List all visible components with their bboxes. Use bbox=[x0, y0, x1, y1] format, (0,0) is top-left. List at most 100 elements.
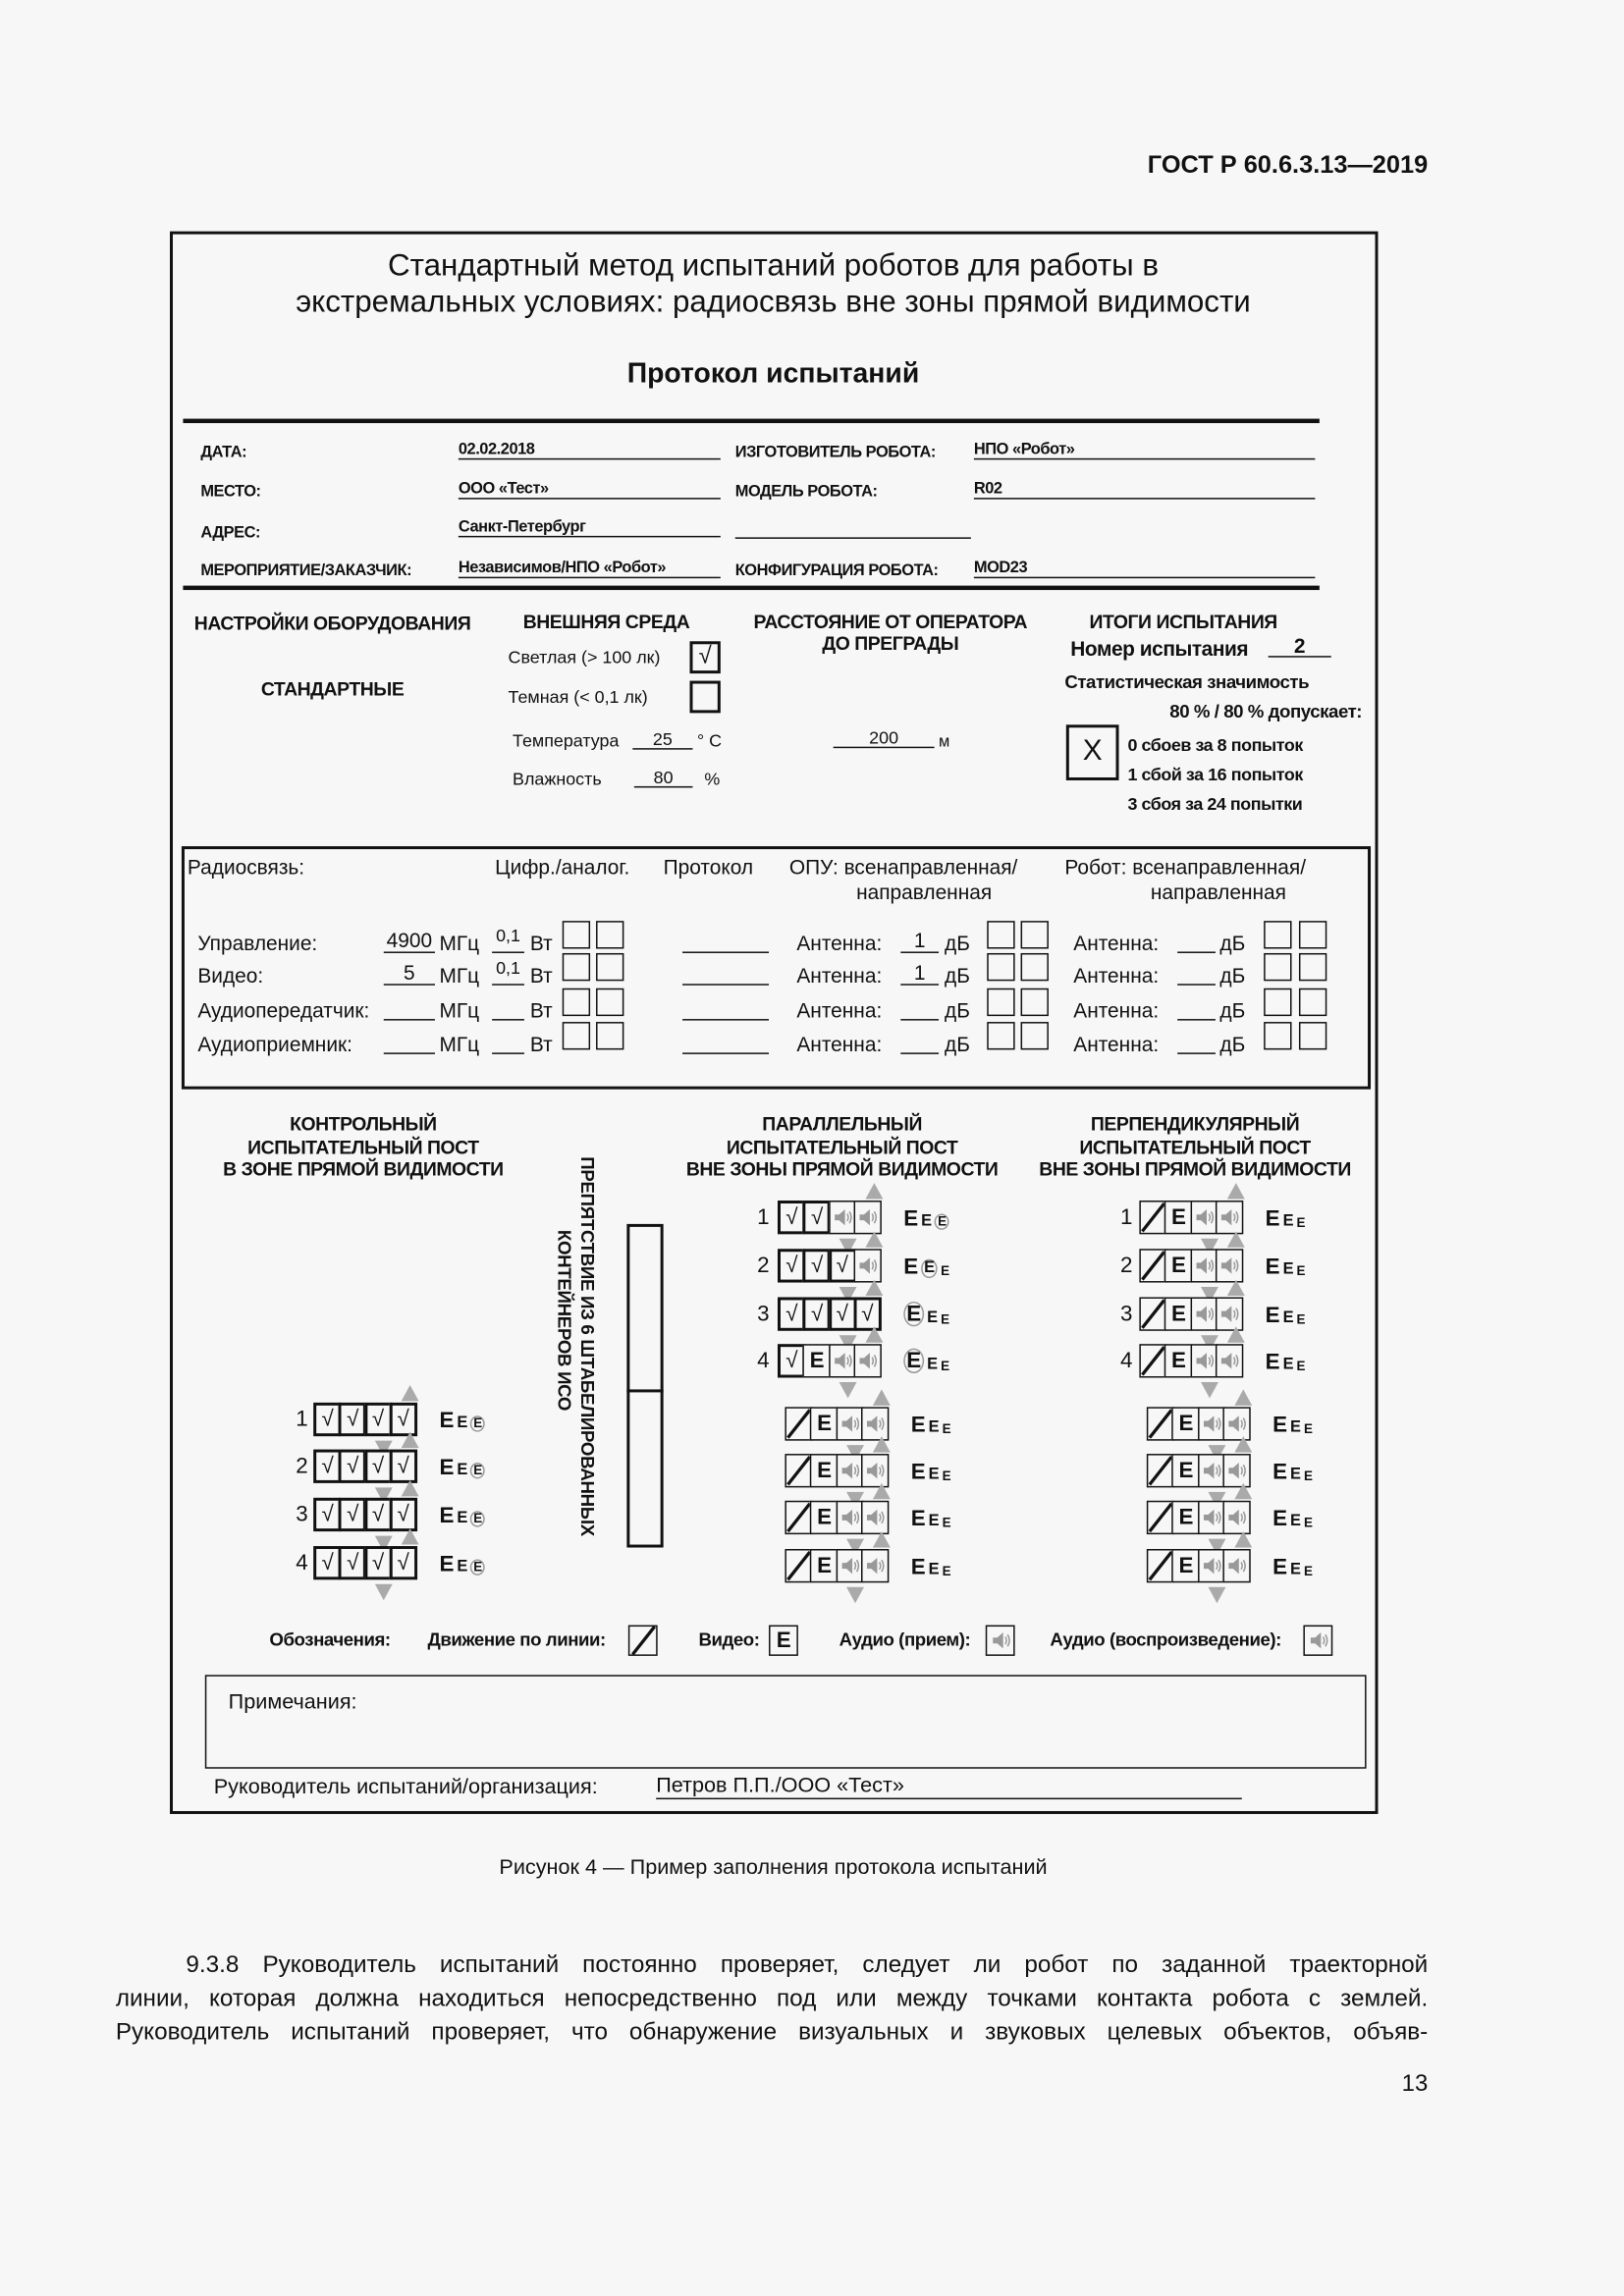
robot-directional-checkbox[interactable] bbox=[1298, 921, 1327, 949]
mark[interactable]: E bbox=[1303, 1563, 1313, 1578]
mark[interactable]: E bbox=[1303, 1421, 1313, 1437]
mark[interactable]: E bbox=[941, 1263, 950, 1279]
line-follow-cell[interactable] bbox=[1147, 1454, 1175, 1488]
opu-directional-checkbox[interactable] bbox=[1020, 988, 1049, 1017]
mark[interactable]: E bbox=[921, 1211, 933, 1230]
event-field[interactable]: Независимов/НПО «Робот» bbox=[458, 560, 721, 579]
check-mark-cell[interactable]: √ bbox=[802, 1249, 832, 1283]
notes-box[interactable] bbox=[204, 1675, 1367, 1769]
audio-play-cell[interactable] bbox=[860, 1454, 890, 1488]
mark[interactable]: E bbox=[1282, 1308, 1294, 1327]
audio-play-cell[interactable] bbox=[860, 1407, 890, 1441]
mark[interactable]: E bbox=[942, 1563, 951, 1578]
distance-field[interactable]: 200 bbox=[833, 729, 935, 749]
mark[interactable]: E bbox=[1303, 1468, 1313, 1483]
mark[interactable]: E bbox=[1272, 1554, 1288, 1580]
mark[interactable]: E bbox=[1296, 1214, 1306, 1230]
video-cell[interactable]: E bbox=[1164, 1249, 1193, 1283]
opu-omni-checkbox[interactable] bbox=[987, 1022, 1015, 1050]
audio-play-cell[interactable] bbox=[1215, 1297, 1244, 1331]
audio-receive-cell[interactable] bbox=[836, 1454, 864, 1488]
mark[interactable]: E bbox=[1282, 1211, 1294, 1230]
line-follow-cell[interactable] bbox=[785, 1454, 814, 1488]
mark[interactable]: E bbox=[928, 1560, 940, 1578]
circled-mark[interactable]: E bbox=[470, 1511, 486, 1527]
analog-checkbox[interactable] bbox=[596, 952, 624, 982]
video-cell[interactable]: E bbox=[1171, 1500, 1201, 1535]
audio-play-cell[interactable] bbox=[1222, 1549, 1251, 1583]
video-cell[interactable]: E bbox=[802, 1344, 832, 1378]
opu-omni-checkbox[interactable] bbox=[987, 952, 1015, 982]
audio-receive-cell[interactable] bbox=[828, 1344, 856, 1378]
mark[interactable]: E bbox=[1265, 1303, 1280, 1328]
check-mark-cell[interactable]: √ bbox=[828, 1249, 856, 1283]
video-cell[interactable]: E bbox=[810, 1454, 839, 1488]
robot-omni-checkbox[interactable] bbox=[1264, 921, 1292, 949]
circled-mark[interactable]: E bbox=[935, 1213, 950, 1230]
line-follow-cell[interactable] bbox=[1139, 1297, 1168, 1331]
audio-receive-cell[interactable] bbox=[1190, 1344, 1218, 1378]
audio-receive-cell[interactable] bbox=[836, 1407, 864, 1441]
audio-play-cell[interactable] bbox=[860, 1500, 890, 1535]
audio-receive-cell[interactable] bbox=[1197, 1407, 1225, 1441]
protocol-field[interactable] bbox=[682, 962, 770, 986]
mark[interactable]: E bbox=[457, 1461, 468, 1479]
mark[interactable]: E bbox=[1282, 1260, 1294, 1279]
check-mark-cell[interactable]: √ bbox=[802, 1297, 832, 1331]
mark[interactable]: E bbox=[927, 1356, 939, 1374]
digital-checkbox[interactable] bbox=[562, 921, 591, 949]
mark[interactable]: E bbox=[1296, 1263, 1306, 1279]
mark[interactable]: E bbox=[928, 1465, 940, 1483]
power-field[interactable]: 0,1 bbox=[492, 959, 524, 986]
protocol-field[interactable] bbox=[682, 1031, 770, 1054]
robot-directional-checkbox[interactable] bbox=[1298, 952, 1327, 982]
audio-receive-cell[interactable] bbox=[836, 1549, 864, 1583]
audio-play-cell[interactable] bbox=[860, 1549, 890, 1583]
check-mark-cell[interactable]: √ bbox=[313, 1449, 342, 1483]
test-number-field[interactable]: 2 bbox=[1268, 635, 1331, 658]
config-field[interactable]: MOD23 bbox=[973, 560, 1316, 579]
audio-receive-cell[interactable] bbox=[1197, 1549, 1225, 1583]
supervisor-field[interactable]: Петров П.П./ООО «Тест» bbox=[656, 1776, 1242, 1799]
temperature-field[interactable]: 25 bbox=[632, 730, 693, 750]
robot-omni-checkbox[interactable] bbox=[1264, 1022, 1292, 1050]
power-field[interactable] bbox=[492, 994, 524, 1021]
check-mark-cell[interactable]: √ bbox=[778, 1344, 806, 1378]
opu-directional-checkbox[interactable] bbox=[1020, 952, 1049, 982]
power-field[interactable] bbox=[492, 1028, 524, 1054]
circled-mark[interactable]: E bbox=[470, 1559, 486, 1575]
opu-omni-checkbox[interactable] bbox=[987, 988, 1015, 1017]
audio-play-cell[interactable] bbox=[1222, 1454, 1251, 1488]
digital-checkbox[interactable] bbox=[562, 952, 591, 982]
check-mark-cell[interactable]: √ bbox=[828, 1297, 856, 1331]
mark[interactable]: E bbox=[457, 1414, 468, 1432]
frequency-field[interactable] bbox=[383, 997, 435, 1021]
opu-gain-field[interactable] bbox=[900, 997, 940, 1021]
audio-receive-cell[interactable] bbox=[1190, 1201, 1218, 1235]
mark[interactable]: E bbox=[439, 1455, 455, 1480]
protocol-field[interactable] bbox=[682, 930, 770, 953]
check-mark-cell[interactable]: √ bbox=[339, 1449, 367, 1483]
result-mark-box[interactable]: X bbox=[1065, 724, 1119, 780]
line-follow-cell[interactable] bbox=[1147, 1549, 1175, 1583]
power-field[interactable]: 0,1 bbox=[492, 927, 524, 953]
audio-receive-cell[interactable] bbox=[1197, 1454, 1225, 1488]
mark[interactable]: E bbox=[942, 1421, 951, 1437]
mark[interactable]: E bbox=[928, 1418, 940, 1437]
mark[interactable]: E bbox=[903, 1255, 919, 1280]
mark[interactable]: E bbox=[903, 1205, 919, 1232]
analog-checkbox[interactable] bbox=[596, 988, 624, 1017]
audio-play-cell[interactable] bbox=[853, 1201, 882, 1235]
dark-checkbox[interactable] bbox=[689, 680, 721, 714]
line-follow-cell[interactable] bbox=[1147, 1407, 1175, 1441]
video-cell[interactable]: E bbox=[1164, 1201, 1193, 1235]
opu-omni-checkbox[interactable] bbox=[987, 921, 1015, 949]
audio-play-cell[interactable] bbox=[853, 1249, 882, 1283]
mark[interactable]: E bbox=[439, 1408, 455, 1434]
robot-gain-field[interactable] bbox=[1177, 1031, 1216, 1054]
mark[interactable]: E bbox=[1272, 1460, 1288, 1485]
frequency-field[interactable]: 5 bbox=[383, 962, 435, 986]
mark[interactable]: E bbox=[1303, 1515, 1313, 1530]
mark[interactable]: E bbox=[1272, 1413, 1288, 1438]
digital-checkbox[interactable] bbox=[562, 988, 591, 1017]
